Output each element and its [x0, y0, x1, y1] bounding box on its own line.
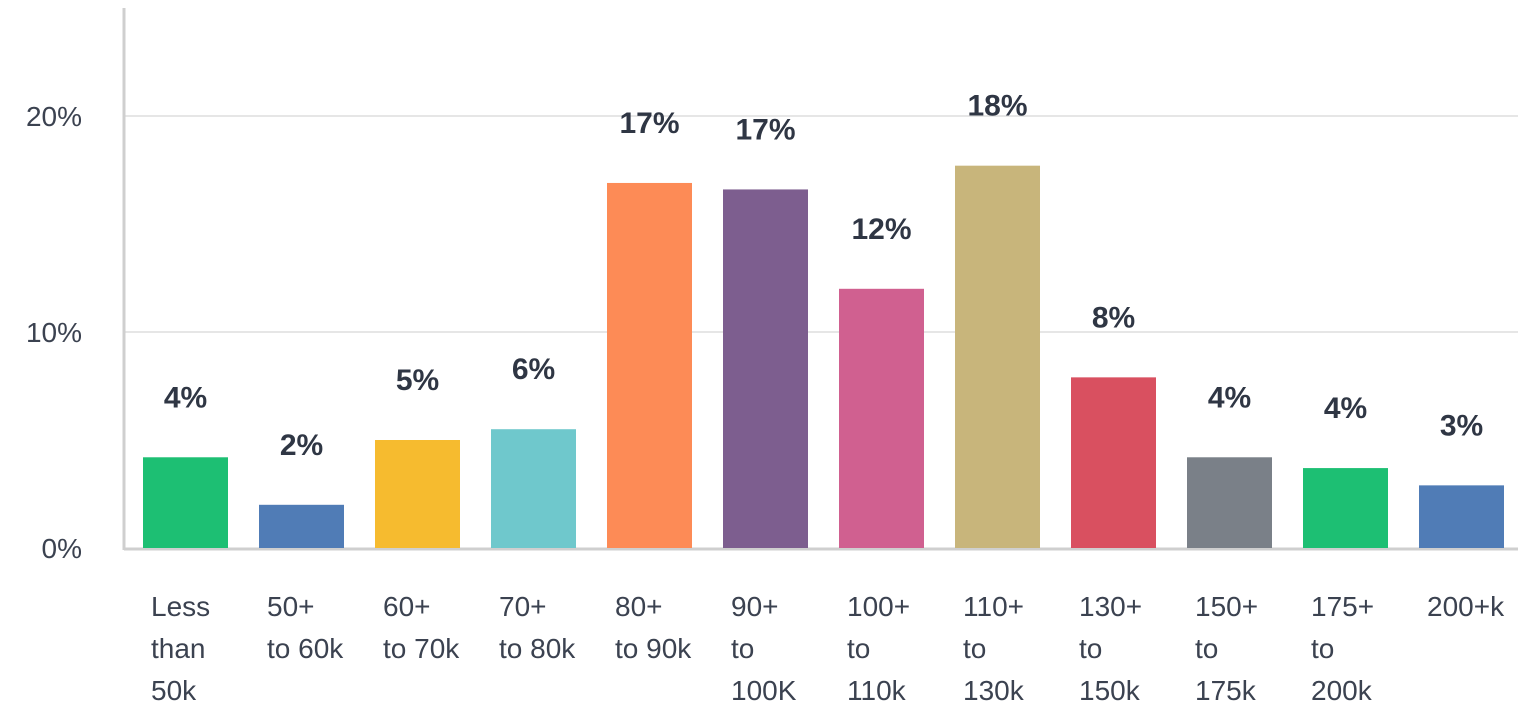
data-label: 3% — [1440, 409, 1483, 442]
data-label: 4% — [164, 381, 207, 414]
x-tick-label: 80+ to 90k — [615, 591, 692, 664]
x-tick-label: 100+ to 110k — [847, 591, 910, 706]
data-label: 17% — [735, 113, 795, 146]
data-label: 12% — [851, 213, 911, 246]
x-tick-label-line: 60+ — [383, 591, 431, 622]
x-tick-label: 90+ to 100K — [731, 591, 797, 706]
x-tick-label-line: 100+ — [847, 591, 910, 622]
x-tick-label-line: than — [151, 633, 206, 664]
x-tick-label-line: 50k — [151, 675, 197, 706]
bar — [839, 288, 924, 548]
x-tick-label-line: 200k — [1311, 675, 1373, 706]
data-label: 17% — [619, 107, 679, 140]
x-tick-label-line: 150+ — [1195, 591, 1258, 622]
data-label: 4% — [1208, 381, 1251, 414]
x-tick-label: 60+ to 70k — [383, 591, 460, 664]
bar — [1303, 468, 1388, 548]
x-tick-label-line: 175k — [1195, 675, 1257, 706]
bar — [143, 457, 228, 548]
bar — [375, 440, 460, 548]
category-labels: Less than 50k 50+ to 60k 60+ to 70k 70+ to 80k 80… — [151, 591, 1505, 706]
x-tick-label-line: 70+ — [499, 591, 547, 622]
x-tick-label: 175+ to 200k — [1311, 591, 1374, 706]
x-tick-label: 200+k — [1427, 591, 1505, 622]
x-tick-label-line: 150k — [1079, 675, 1141, 706]
x-tick-label-line: to 80k — [499, 633, 576, 664]
data-label: 6% — [512, 353, 555, 386]
data-labels: 4% 2% 5% 6% 17% 17% 12% 18% 8% 4% 4% 3% — [164, 90, 1483, 462]
x-tick-label-line: 110k — [847, 675, 907, 706]
x-tick-label: 130+ to 150k — [1079, 591, 1142, 706]
x-tick-label-line: to — [1195, 633, 1218, 664]
x-tick-label-line: 80+ — [615, 591, 663, 622]
x-tick-label: 50+ to 60k — [267, 591, 344, 664]
grid-lines — [124, 115, 1518, 333]
data-label: 2% — [280, 429, 323, 462]
x-tick-label: Less than 50k — [151, 591, 210, 706]
bar — [723, 189, 808, 548]
x-tick-label-line: 130k — [963, 675, 1025, 706]
bar — [955, 165, 1040, 548]
x-tick-label-line: to — [963, 633, 986, 664]
x-tick-label-line: to 60k — [267, 633, 344, 664]
data-label: 18% — [967, 90, 1027, 123]
x-tick-label-line: 200+k — [1427, 591, 1505, 622]
bar — [259, 504, 344, 548]
x-tick-label: 150+ to 175k — [1195, 591, 1258, 706]
bar — [1419, 485, 1504, 548]
data-label: 5% — [396, 364, 439, 397]
data-label: 4% — [1324, 392, 1367, 425]
x-tick-label-line: 130+ — [1079, 591, 1142, 622]
data-label: 8% — [1092, 301, 1135, 334]
x-tick-label-line: 110+ — [963, 591, 1024, 622]
y-tick-label: 10% — [26, 317, 82, 348]
x-tick-label-line: to 90k — [615, 633, 692, 664]
bar — [607, 182, 692, 548]
x-tick-label-line: 100K — [731, 675, 797, 706]
x-tick-label-line: to — [1311, 633, 1334, 664]
x-tick-label-line: Less — [151, 591, 210, 622]
x-tick-label: 70+ to 80k — [499, 591, 576, 664]
x-tick-label-line: to — [1079, 633, 1102, 664]
y-tick-label: 0% — [42, 533, 82, 564]
x-tick-label-line: 50+ — [267, 591, 315, 622]
y-tick-label: 20% — [26, 101, 82, 132]
x-tick-label-line: to 70k — [383, 633, 460, 664]
bar — [1071, 377, 1156, 548]
x-tick-label-line: to — [847, 633, 870, 664]
x-tick-label-line: to — [731, 633, 754, 664]
x-tick-label-line: 90+ — [731, 591, 779, 622]
x-tick-label: 110+ to 130k — [963, 591, 1025, 706]
x-tick-label-line: 175+ — [1311, 591, 1374, 622]
bar — [491, 429, 576, 548]
bar — [1187, 457, 1272, 548]
y-axis: 0% 10% 20% — [26, 8, 1518, 564]
bars — [143, 165, 1504, 548]
